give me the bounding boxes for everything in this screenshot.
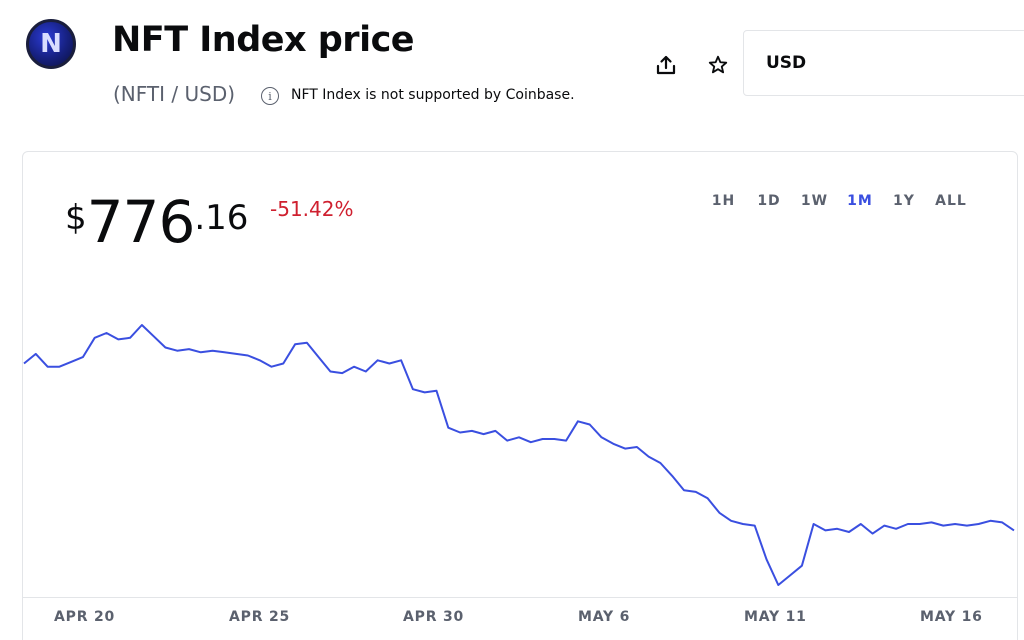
price-line-chart[interactable] (22, 290, 1018, 595)
range-tab-1m[interactable]: 1M (847, 193, 873, 209)
info-icon-glyph: i (268, 89, 272, 103)
x-tick-label: APR 20 (54, 609, 116, 625)
price-integer: 776 (86, 188, 196, 256)
currency-select[interactable]: USD (743, 30, 1024, 96)
price-decimal: .16 (194, 198, 249, 238)
currency-value: USD (766, 53, 807, 73)
price-chart-card (22, 151, 1018, 640)
page-title: NFT Index price (112, 20, 415, 60)
x-tick-label: MAY 6 (578, 609, 631, 625)
x-axis-line (22, 597, 1018, 598)
unsupported-notice: NFT Index is not supported by Coinbase. (291, 87, 575, 103)
x-tick-label: APR 30 (403, 609, 465, 625)
range-tab-1d[interactable]: 1D (757, 193, 781, 209)
range-tab-1w[interactable]: 1W (800, 193, 829, 209)
share-button[interactable] (651, 50, 681, 80)
share-icon (656, 55, 676, 75)
x-tick-label: APR 25 (229, 609, 291, 625)
x-tick-label: MAY 16 (920, 609, 983, 625)
logo-letter: N (40, 29, 62, 59)
star-icon (708, 55, 728, 74)
price-currency-symbol: $ (65, 198, 87, 238)
range-tab-1h[interactable]: 1H (711, 193, 736, 209)
price-series-line (23, 324, 1015, 586)
nft-index-logo: N (26, 19, 76, 69)
info-icon[interactable]: i (261, 87, 279, 105)
time-range-tabs: 1H 1D 1W 1M 1Y ALL (700, 193, 976, 209)
x-tick-label: MAY 11 (744, 609, 807, 625)
range-tab-1y[interactable]: 1Y (893, 193, 915, 209)
range-tab-all[interactable]: ALL (935, 193, 967, 209)
trading-pair: (NFTI / USD) (113, 82, 236, 106)
current-price: $ 776 .16 (65, 188, 248, 256)
price-change-percent: -51.42% (270, 197, 354, 221)
watchlist-star-button[interactable] (703, 50, 733, 80)
